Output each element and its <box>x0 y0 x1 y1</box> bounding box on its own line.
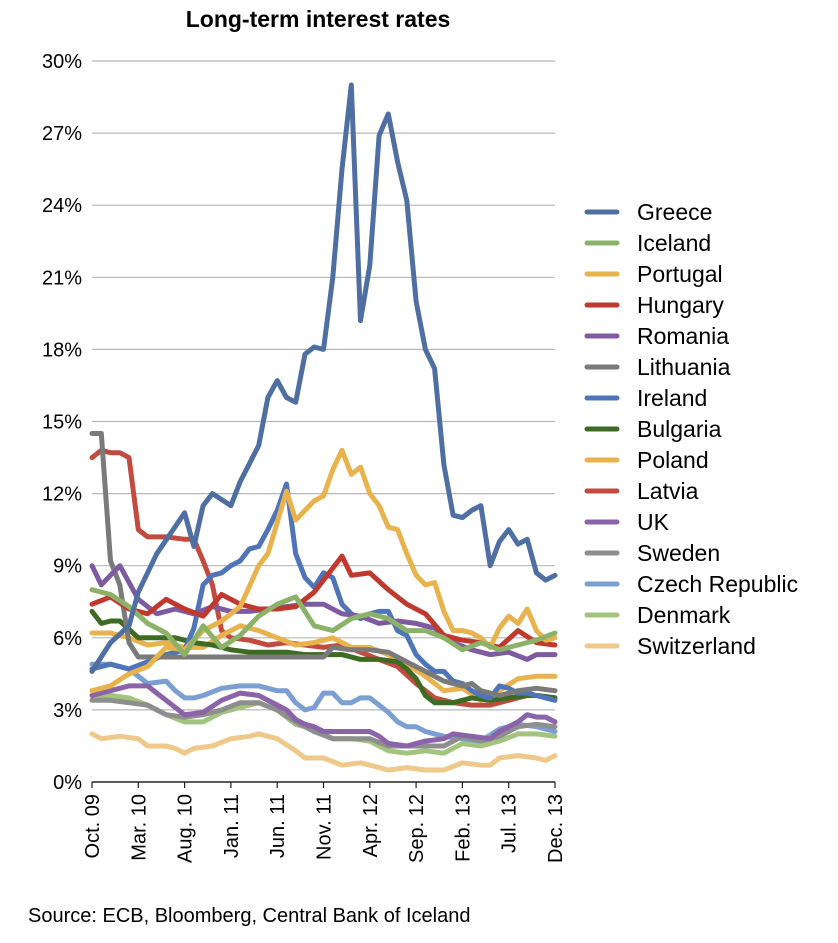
x-tick-label: Apr. 12 <box>360 794 382 857</box>
series-line-lithuania <box>89 431 558 698</box>
series-line-romania <box>89 563 558 662</box>
y-tick-label: 9% <box>53 556 82 578</box>
y-tick-label: 0% <box>53 772 82 794</box>
source-note: Source: ECB, Bloomberg, Central Bank of … <box>28 905 470 927</box>
legend-label: Portugal <box>637 261 723 287</box>
y-tick-label: 30% <box>42 51 82 73</box>
series-line-switzerland <box>89 731 558 773</box>
legend-label: Lithuania <box>637 354 731 380</box>
x-tick-label: Jul. 13 <box>499 794 521 853</box>
series-line-hungary <box>89 553 558 650</box>
series-line-uk <box>89 683 558 749</box>
legend-label: Romania <box>637 323 729 349</box>
x-tick-label: Dec. 13 <box>545 794 567 863</box>
series-lines <box>89 82 558 773</box>
chart-title: Long-term interest rates <box>186 6 451 32</box>
series-line-bulgaria <box>89 608 558 706</box>
legend-label: Greece <box>637 199 712 225</box>
series-line-ireland <box>89 481 558 703</box>
legend-label: Hungary <box>637 292 724 318</box>
legend-label: Sweden <box>637 540 720 566</box>
legend-label: Ireland <box>637 385 707 411</box>
legend-label: Czech Republic <box>637 571 798 597</box>
y-tick-label: 3% <box>53 700 82 722</box>
series-line-greece <box>89 82 558 674</box>
y-tick-label: 21% <box>42 267 82 289</box>
x-tick-label: Jan. 11 <box>221 794 243 858</box>
y-tick-label: 6% <box>53 628 82 650</box>
y-tick-label: 27% <box>42 123 82 145</box>
legend: Greece Iceland Portugal Hungary Romania Lithu… <box>584 199 798 659</box>
legend-label: Poland <box>637 447 709 473</box>
legend-label: Iceland <box>637 230 711 256</box>
x-tick-label: Aug. 10 <box>175 794 197 863</box>
x-tick-label: Feb. 13 <box>452 794 474 862</box>
x-tick-label: Nov. 11 <box>314 794 336 860</box>
series-line-sweden <box>89 697 558 749</box>
x-tick-label: Oct. 09 <box>82 794 104 858</box>
y-tick-label: 18% <box>42 339 82 361</box>
y-tick-label: 12% <box>42 484 82 506</box>
y-tick-label: 15% <box>42 412 82 434</box>
x-tick-label: Mar. 10 <box>128 794 150 861</box>
x-axis-tick-labels: Oct. 09 Mar. 10 Aug. 10 Jan. 11 Jun. 11 Nov. … <box>82 782 567 863</box>
series-line-latvia <box>89 447 558 708</box>
series-line-iceland <box>89 587 558 658</box>
legend-label: Denmark <box>637 602 731 628</box>
x-tick-label: Sep. 12 <box>406 794 428 863</box>
legend-label: Switzerland <box>637 633 756 659</box>
x-tick-label: Jun. 11 <box>267 794 289 858</box>
legend-label: UK <box>637 509 670 535</box>
legend-label: Latvia <box>637 478 699 504</box>
y-tick-label: 24% <box>42 195 82 217</box>
legend-label: Bulgaria <box>637 416 722 442</box>
y-axis-tick-labels: 0% 3% 6% 9% 12% 15% 18% 21% 24% 27% 30% <box>42 51 82 794</box>
